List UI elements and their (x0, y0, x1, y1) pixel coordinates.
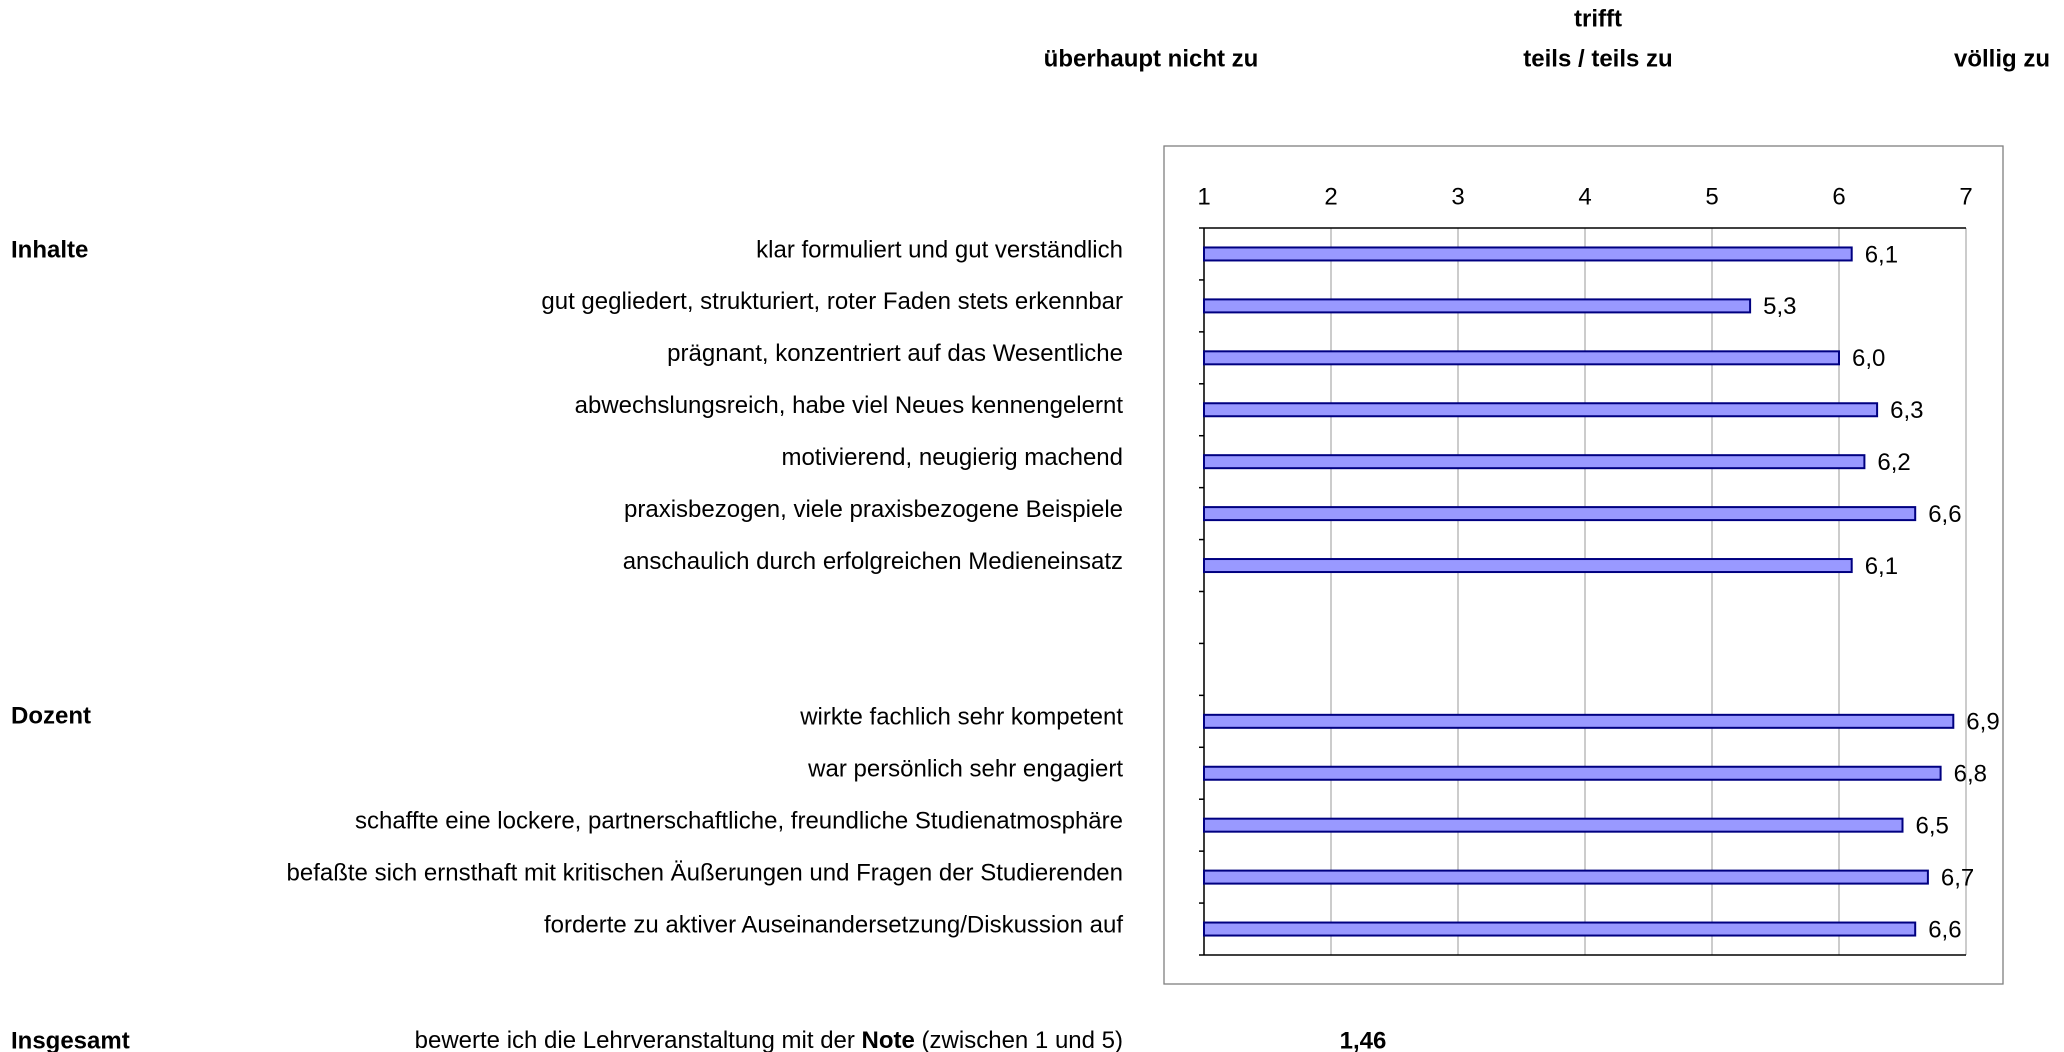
value-label: 6,5 (1916, 813, 1949, 840)
y-tick-label: motivierend, neugierig machend (781, 444, 1123, 471)
x-tick-label: 5 (1705, 183, 1718, 210)
bar (1203, 817, 1904, 833)
bar (1203, 506, 1917, 522)
x-tick-label: 3 (1451, 183, 1464, 210)
value-label: 6,7 (1941, 864, 1974, 891)
y-tick-label: wirkte fachlich sehr kompetent (799, 704, 1123, 731)
y-tick-label: war persönlich sehr engagiert (807, 756, 1123, 783)
y-tick-label: praxisbezogen, viele praxisbezogene Beis… (624, 496, 1123, 523)
section-label: Inhalte (11, 236, 88, 263)
header-mid: teils / teils zu (1523, 45, 1672, 72)
y-tick-label: abwechslungsreich, habe viel Neues kenne… (575, 392, 1124, 419)
bar (1203, 246, 1853, 262)
plot-frame (1163, 145, 2004, 985)
x-tick-label: 7 (1959, 183, 1972, 210)
x-tick-label: 1 (1197, 183, 1210, 210)
footer-result: 1,46 (1340, 1027, 1387, 1052)
bar (1203, 558, 1853, 574)
bar (1203, 454, 1866, 470)
x-tick-label: 6 (1832, 183, 1845, 210)
value-label: 6,6 (1928, 916, 1961, 943)
bar (1203, 921, 1917, 937)
value-label: 6,1 (1865, 553, 1898, 580)
y-tick-label: anschaulich durch erfolgreichen Medienei… (623, 548, 1123, 575)
value-label: 6,6 (1928, 501, 1961, 528)
x-tick-label: 4 (1578, 183, 1591, 210)
value-label: 6,9 (1966, 709, 1999, 736)
header-low: überhaupt nicht zu (1044, 45, 1259, 72)
footer-text: bewerte ich die Lehrveranstaltung mit de… (415, 1027, 1123, 1052)
y-tick-label: schaffte eine lockere, partnerschaftlich… (355, 808, 1123, 835)
bar (1203, 713, 1955, 729)
bar (1203, 765, 1942, 781)
y-tick-label: gut gegliedert, strukturiert, roter Fade… (541, 288, 1123, 315)
x-tick-label: 2 (1324, 183, 1337, 210)
value-label: 6,1 (1865, 241, 1898, 268)
y-tick-label: klar formuliert und gut verständlich (756, 236, 1123, 263)
footer-text-part: (zwischen 1 und 5) (915, 1027, 1123, 1052)
bar (1203, 402, 1879, 418)
header-high: völlig zu (1954, 45, 2050, 72)
section-label: Dozent (11, 702, 91, 729)
value-label: 6,8 (1954, 761, 1987, 788)
bar (1203, 298, 1752, 314)
value-label: 6,3 (1890, 397, 1923, 424)
bar (1203, 869, 1929, 885)
bar (1203, 350, 1840, 366)
y-tick-label: prägnant, konzentriert auf das Wesentlic… (667, 340, 1123, 367)
y-tick-label: forderte zu aktiver Auseinandersetzung/D… (544, 911, 1123, 938)
footer-label: Insgesamt (11, 1027, 130, 1052)
footer-text-bold: Note (862, 1027, 915, 1052)
footer-text-part: bewerte ich die Lehrveranstaltung mit de… (415, 1027, 862, 1052)
value-label: 6,2 (1877, 449, 1910, 476)
header-mid-top: trifft (1574, 5, 1622, 32)
value-label: 6,0 (1852, 345, 1885, 372)
y-tick-label: befaßte sich ernsthaft mit kritischen Äu… (287, 859, 1123, 886)
value-label: 5,3 (1763, 293, 1796, 320)
